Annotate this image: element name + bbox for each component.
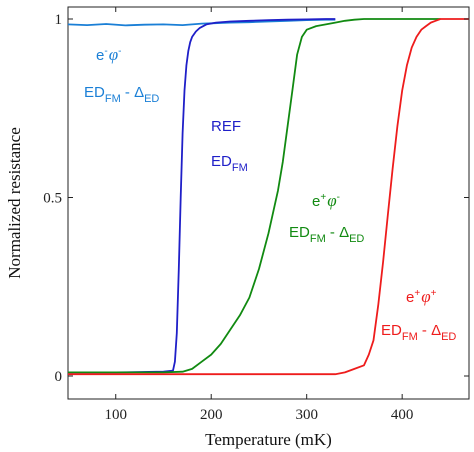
annotation-line1: e+φ+ [406, 287, 437, 306]
annotation-ref: REF EDFM [211, 118, 248, 174]
annotation-e-plus-phi-plus: e+φ+ EDFM - ΔED [381, 287, 456, 343]
series-layer [67, 18, 469, 376]
x-tick-label: 200 [200, 407, 223, 423]
x-axis-label: Temperature (mK) [205, 430, 332, 449]
y-tick-label: 1 [55, 12, 63, 28]
annotation-e-minus-phi-minus: e-φ- EDFM - ΔED [84, 45, 159, 105]
series-line-3 [68, 18, 441, 374]
annotation-line1: e+φ- [312, 191, 340, 210]
annotation-line1: e-φ- [96, 45, 121, 64]
x-tick-label: 400 [391, 407, 414, 423]
annotation-line2: EDFM - ΔED [84, 84, 159, 105]
plot-frame [67, 6, 470, 400]
series-line-4 [68, 18, 469, 376]
annotation-e-plus-phi-minus: e+φ- EDFM - ΔED [289, 191, 364, 245]
annotation-line1: REF [211, 118, 241, 135]
plot-area [67, 6, 470, 400]
x-tick-label: 300 [295, 407, 318, 423]
annotation-line2: EDFM - ΔED [381, 322, 456, 343]
y-tick-label: 0.5 [43, 191, 62, 207]
y-tick-label: 0 [55, 369, 63, 385]
ticks-layer: 100 200 300 400 0 0.5 1 [43, 7, 469, 423]
annotation-line2: EDFM [211, 153, 248, 174]
annotation-line2: EDFM - ΔED [289, 224, 364, 245]
y-axis-label: Normalized resistance [5, 127, 24, 279]
series-line-1 [67, 18, 336, 27]
x-tick-label: 100 [104, 407, 127, 423]
series-line-2 [68, 18, 336, 374]
